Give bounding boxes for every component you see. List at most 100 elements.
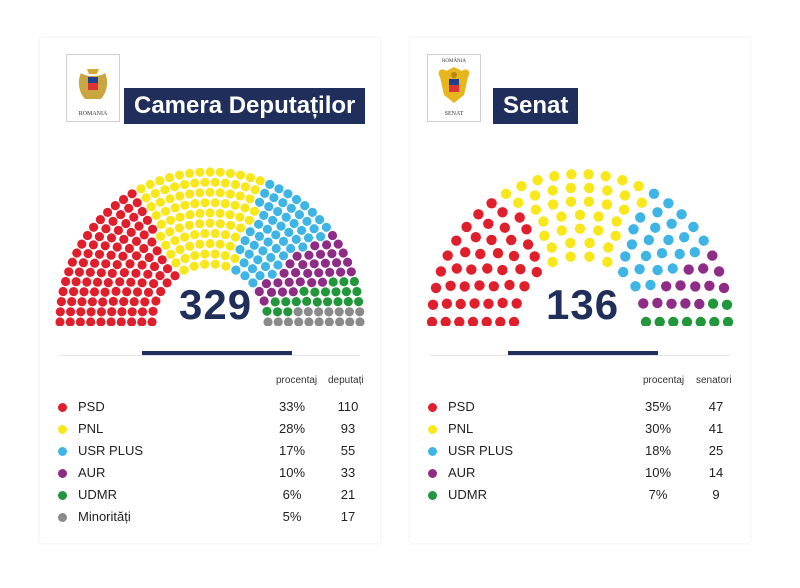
seat-psd	[147, 317, 157, 326]
seat-aur	[713, 266, 725, 277]
seat-pnl	[185, 189, 195, 199]
seat-psd	[124, 203, 134, 213]
seat-psd	[466, 264, 477, 275]
seat-minoritati	[324, 307, 334, 317]
seat-udmr	[323, 297, 333, 307]
seat-udmr	[333, 297, 343, 307]
seat-usr-plus	[302, 216, 312, 226]
party-percent: 10%	[278, 465, 306, 480]
seat-psd	[142, 215, 152, 225]
seat-psd	[474, 280, 485, 291]
seat-psd	[106, 233, 117, 243]
seat-psd	[87, 297, 97, 307]
seat-usr-plus	[289, 218, 299, 229]
seat-usr-plus	[650, 222, 661, 233]
seat-psd	[116, 210, 126, 220]
seat-aur	[273, 278, 283, 288]
seat-pnl	[532, 175, 543, 186]
party-name: PSD	[78, 399, 105, 414]
party-percent: 28%	[278, 421, 306, 436]
seat-psd	[108, 296, 118, 306]
seat-pnl	[156, 219, 166, 229]
seat-psd	[497, 264, 508, 276]
legend: PSD 33% 110 PNL 28% 93 USR PLUS 17% 55 AUR 10% 33 UD…	[58, 399, 368, 531]
seat-psd	[116, 317, 126, 326]
seat-psd	[137, 260, 147, 270]
seat-pnl	[190, 230, 200, 240]
seat-pnl	[205, 187, 215, 197]
seat-minoritati	[344, 307, 354, 317]
column-header-seats: deputați	[328, 375, 364, 386]
party-percent: 17%	[278, 443, 306, 458]
seat-pnl	[190, 199, 200, 209]
seat-usr-plus	[235, 244, 245, 255]
seat-psd	[519, 281, 530, 292]
legend-row-psd: PSD 35% 47	[428, 399, 738, 421]
seat-usr-plus	[254, 219, 264, 229]
seat-psd	[66, 307, 76, 317]
seat-psd	[132, 287, 143, 297]
seat-aur	[683, 264, 694, 275]
accent-bar	[508, 351, 658, 355]
seat-psd	[61, 276, 71, 287]
seat-pnl	[175, 244, 185, 255]
seat-pnl	[556, 225, 567, 236]
seat-psd	[106, 250, 116, 260]
seat-psd	[89, 287, 100, 297]
seat-usr-plus	[630, 281, 641, 292]
seat-aur	[336, 267, 346, 277]
legend-row-pnl: PNL 28% 93	[58, 421, 368, 443]
seat-psd	[124, 243, 134, 254]
seat-pnl	[146, 202, 156, 212]
seat-aur	[292, 251, 302, 261]
seat-udmr	[709, 316, 720, 326]
legend-dot	[428, 491, 437, 500]
seat-psd	[90, 258, 100, 268]
seat-udmr	[272, 307, 283, 317]
hemicycle-chart	[426, 169, 734, 326]
seat-udmr	[343, 297, 353, 307]
seat-psd	[65, 317, 75, 326]
seat-pnl	[236, 223, 246, 233]
seat-pnl	[165, 227, 175, 237]
seat-psd	[531, 266, 542, 278]
seat-udmr	[339, 277, 349, 287]
seat-psd	[127, 189, 137, 199]
seat-psd	[162, 278, 172, 288]
logo-caption-bottom: SENAT	[444, 111, 464, 117]
seat-usr-plus	[303, 233, 314, 243]
seat-usr-plus	[666, 218, 677, 229]
legend: PSD 35% 47 PNL 30% 41 USR PLUS 18% 25 AUR 10% 14 UDM…	[428, 399, 738, 509]
seat-pnl	[583, 196, 595, 207]
seat-minoritati	[335, 317, 345, 326]
legend-dot	[428, 447, 437, 456]
seat-psd	[508, 316, 520, 326]
seat-pnl	[617, 175, 628, 186]
seat-psd	[100, 241, 110, 251]
seat-psd	[459, 281, 470, 292]
seat-pnl	[170, 236, 180, 246]
seat-psd	[155, 271, 165, 281]
seat-psd	[86, 307, 96, 317]
seat-usr-plus	[267, 269, 277, 279]
seat-psd	[83, 249, 93, 259]
seat-psd	[94, 232, 104, 242]
chamber-of-deputies-logo: ROMANIA	[66, 54, 120, 122]
seat-psd	[119, 268, 129, 278]
seat-psd	[126, 277, 136, 287]
seat-usr-plus	[643, 234, 654, 246]
seat-aur	[277, 287, 288, 297]
seat-usr-plus	[239, 258, 249, 268]
seat-psd	[103, 278, 113, 288]
seat-pnl	[225, 241, 235, 251]
seat-psd	[96, 317, 106, 326]
seat-psd	[113, 225, 123, 235]
seat-pnl	[195, 208, 205, 218]
seat-usr-plus	[283, 189, 293, 199]
seat-psd	[126, 227, 136, 237]
seat-pnl	[600, 171, 611, 182]
logo-caption-top: ROMÂNIA	[442, 59, 466, 64]
seat-pnl	[611, 216, 622, 227]
seat-usr-plus	[663, 198, 674, 209]
seat-minoritati	[314, 317, 324, 326]
